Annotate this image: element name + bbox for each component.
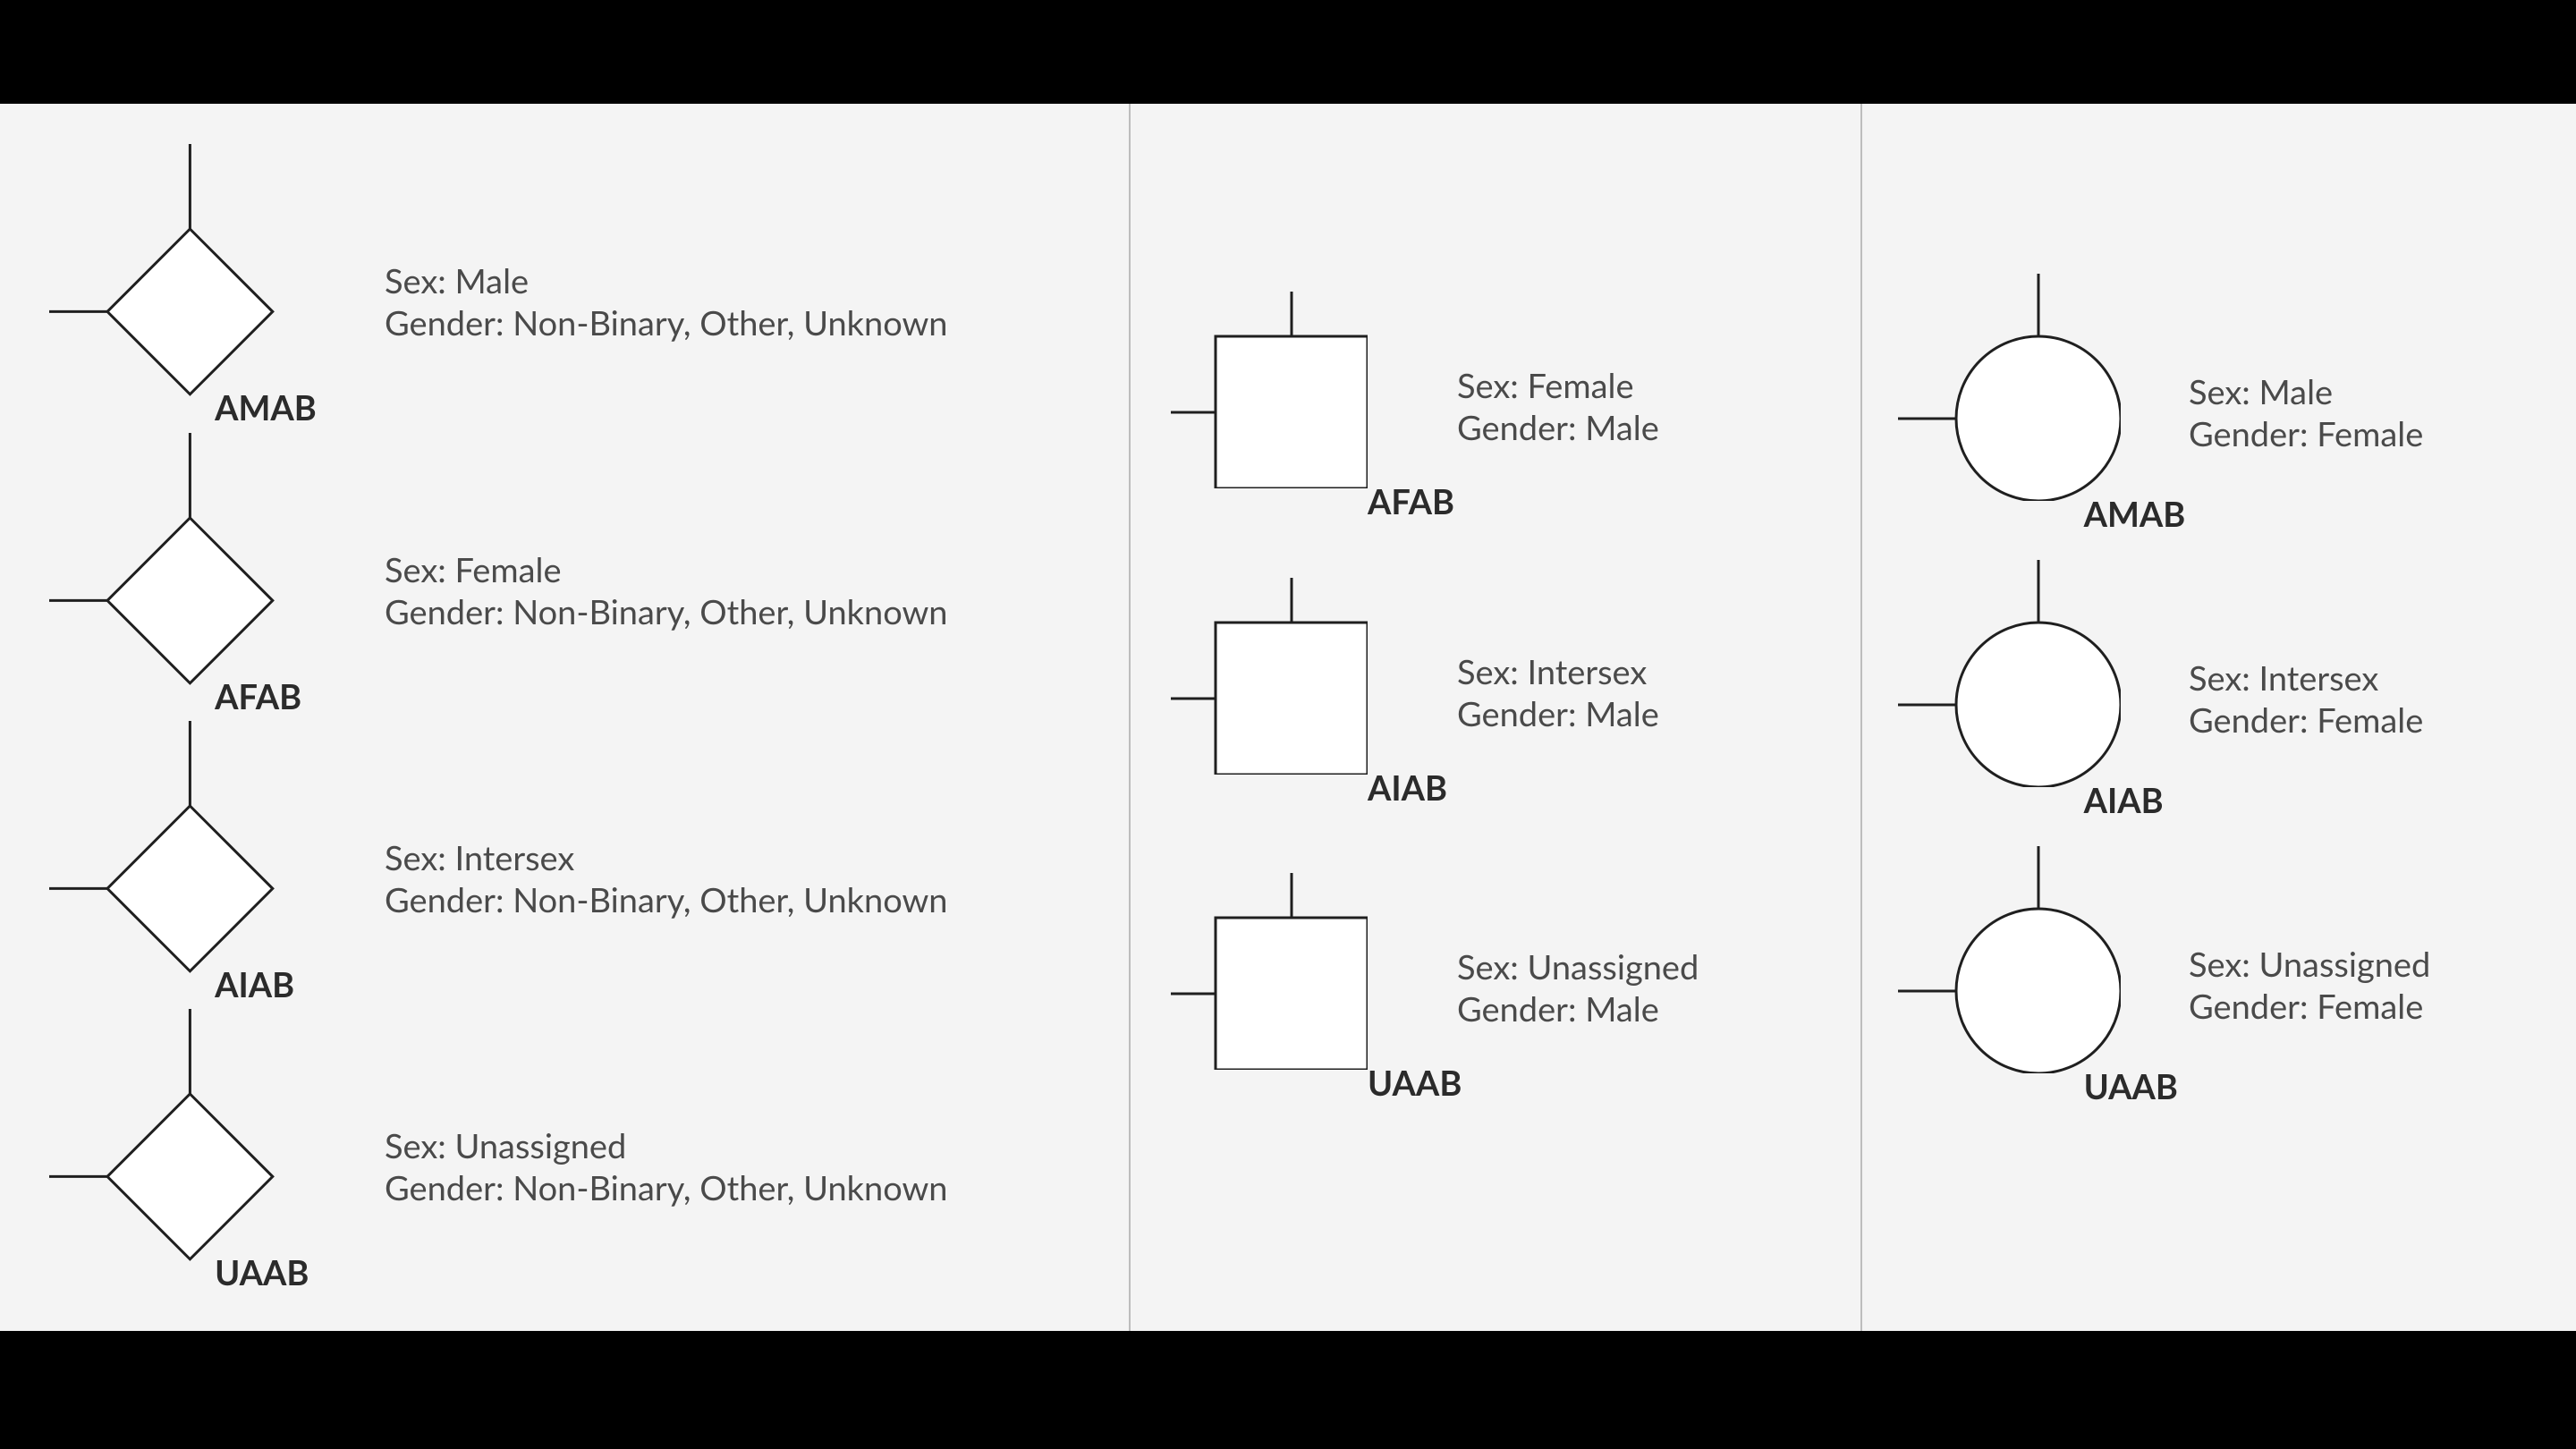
legend-description: Sex: MaleGender: Non-Binary, Other, Unkn… — [385, 260, 948, 345]
sex-line: Sex: Female — [385, 549, 948, 592]
gender-line: Gender: Non-Binary, Other, Unknown — [385, 1167, 948, 1210]
panel-divider — [1860, 104, 1862, 1331]
legend-description: Sex: FemaleGender: Non-Binary, Other, Un… — [385, 549, 948, 634]
legend-row: AMAB — [1898, 274, 2121, 501]
sex-line: Sex: Male — [2189, 371, 2423, 414]
diamond-symbol: AIAB — [49, 721, 273, 971]
abbr-label: UAAB — [215, 1252, 309, 1293]
legend-row: AIAB — [1898, 560, 2121, 787]
panel-divider — [1129, 104, 1131, 1331]
legend-description: Sex: UnassignedGender: Non-Binary, Other… — [385, 1125, 948, 1210]
sex-line: Sex: Unassigned — [385, 1125, 948, 1168]
gender-line: Gender: Female — [2189, 986, 2430, 1029]
square-symbol: AFAB — [1171, 292, 1368, 488]
legend-row: UAAB — [49, 1009, 273, 1259]
sex-line: Sex: Unassigned — [2189, 944, 2430, 987]
abbr-label: AFAB — [1368, 481, 1454, 522]
diagram-canvas: AMABSex: MaleGender: Non-Binary, Other, … — [0, 104, 2576, 1331]
square-symbol: AIAB — [1171, 578, 1368, 775]
gender-line: Gender: Female — [2189, 413, 2423, 456]
legend-row: UAAB — [1898, 846, 2121, 1073]
diamond-symbol: AMAB — [49, 144, 273, 394]
abbr-label: AFAB — [215, 676, 301, 717]
legend-description: Sex: IntersexGender: Male — [1457, 651, 1659, 736]
diamond-symbol: UAAB — [49, 1009, 273, 1259]
gender-line: Gender: Non-Binary, Other, Unknown — [385, 591, 948, 634]
sex-line: Sex: Male — [385, 260, 948, 303]
sex-line: Sex: Unassigned — [1457, 946, 1699, 989]
legend-row: AFAB — [49, 433, 273, 683]
legend-row: AMAB — [49, 144, 273, 394]
legend-description: Sex: IntersexGender: Female — [2189, 657, 2423, 742]
abbr-label: UAAB — [2084, 1066, 2178, 1107]
gender-line: Gender: Male — [1457, 693, 1659, 736]
legend-description: Sex: IntersexGender: Non-Binary, Other, … — [385, 837, 948, 922]
circle-symbol: AMAB — [1898, 274, 2121, 501]
abbr-label: AMAB — [215, 387, 317, 428]
sex-line: Sex: Intersex — [385, 837, 948, 880]
circle-symbol: AIAB — [1898, 560, 2121, 787]
gender-line: Gender: Female — [2189, 699, 2423, 742]
diamond-symbol: AFAB — [49, 433, 273, 683]
sex-line: Sex: Female — [1457, 365, 1659, 408]
gender-line: Gender: Male — [1457, 407, 1659, 450]
legend-description: Sex: FemaleGender: Male — [1457, 365, 1659, 450]
legend-row: UAAB — [1171, 873, 1368, 1070]
gender-line: Gender: Non-Binary, Other, Unknown — [385, 302, 948, 345]
legend-row: AIAB — [49, 721, 273, 971]
abbr-label: UAAB — [1368, 1063, 1462, 1104]
sex-line: Sex: Intersex — [2189, 657, 2423, 700]
legend-description: Sex: UnassignedGender: Male — [1457, 946, 1699, 1031]
square-symbol: UAAB — [1171, 873, 1368, 1070]
legend-description: Sex: MaleGender: Female — [2189, 371, 2423, 456]
sex-line: Sex: Intersex — [1457, 651, 1659, 694]
legend-row: AIAB — [1171, 578, 1368, 775]
legend-description: Sex: UnassignedGender: Female — [2189, 944, 2430, 1029]
circle-symbol: UAAB — [1898, 846, 2121, 1073]
abbr-label: AIAB — [1368, 767, 1447, 809]
abbr-label: AMAB — [2084, 494, 2186, 535]
gender-line: Gender: Non-Binary, Other, Unknown — [385, 879, 948, 922]
gender-line: Gender: Male — [1457, 988, 1699, 1031]
abbr-label: AIAB — [215, 964, 294, 1005]
abbr-label: AIAB — [2084, 780, 2164, 821]
legend-row: AFAB — [1171, 292, 1368, 488]
